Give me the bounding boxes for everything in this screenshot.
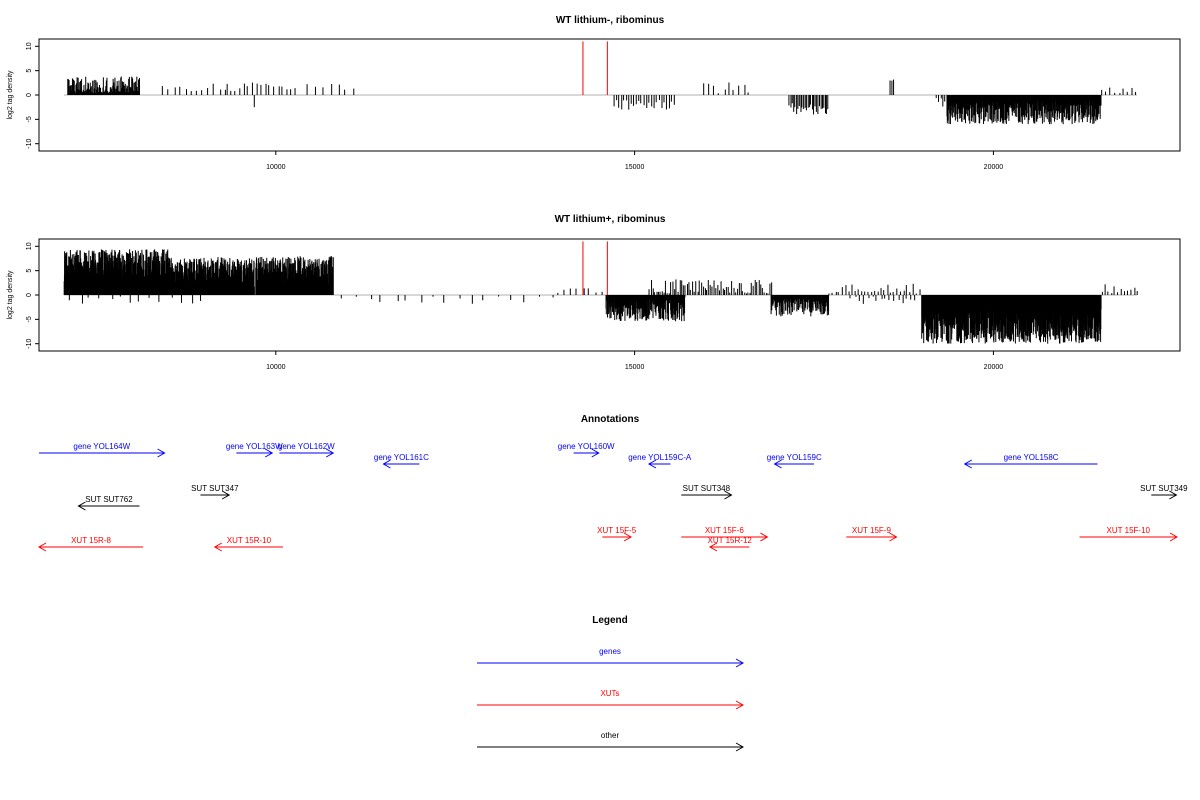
y-tick-label: 5 [26,69,33,73]
feature-label: XUT 15F-10 [1107,526,1151,535]
arrow-head [325,448,335,458]
feature-label: XUT 15F-6 [705,526,745,535]
annotations-title: Annotations [581,414,640,425]
x-tick-label: 20000 [984,164,1004,171]
y-axis-label: log2 tag density [7,70,14,120]
feature-label: gene YOL159C [767,453,822,462]
annotation-feature: XUT 15R-12 [708,536,753,552]
y-tick-label: 0 [26,93,33,97]
arrow-head [735,742,745,752]
annotation-feature: SUT SUT348 [681,484,733,500]
arrow-head [591,448,600,458]
feature-label: XUT 15R-10 [227,536,272,545]
x-tick-label: 10000 [266,364,286,371]
annotation-feature: XUT 15F-9 [846,526,898,542]
signal-bars [67,76,1137,125]
y-tick-label: 10 [26,42,33,50]
legend-item-xut: XUTs [477,689,745,710]
legend-title: Legend [592,615,628,626]
track-panel-lithium-plus: WT lithium+, ribominus log2 tag density … [7,214,1181,371]
legend-label: genes [599,647,621,656]
annotations-track: Annotations gene YOL164W gene YOL163Wgene… [37,414,1188,552]
annotation-feature: gene YOL160W [558,442,615,458]
feature-label: XUT 15R-8 [71,536,111,545]
y-tick-label: -5 [26,316,33,322]
arrow-head [264,448,274,458]
arrow-head [1169,532,1179,542]
arrow-head [37,542,47,552]
x-tick-label: 15000 [625,364,645,371]
x-tick-label: 10000 [266,164,286,171]
plot-area: 10 5 0 -5 -10 10000 15000 20000 [26,238,1181,371]
arrow-head [382,459,391,469]
track-title: WT lithium+, ribominus [555,214,666,225]
feature-label: gene YOL158C [1004,453,1059,462]
legend-items: genes XUTs other [477,647,745,752]
annotation-feature: SUT SUT347 [191,484,239,500]
track-title: WT lithium-, ribominus [556,15,665,26]
feature-label: gene YOL161C [374,453,429,462]
x-tick-label: 15000 [625,164,645,171]
arrow-head [963,459,972,469]
legend-label: XUTs [600,689,619,698]
arrow-head [221,490,231,500]
legend: Legend genes XUTs other [477,615,745,752]
y-tick-label: -10 [26,139,33,149]
arrow-head [760,532,769,542]
feature-label: SUT SUT762 [85,495,133,504]
legend-label: other [601,731,620,740]
annotation-feature: gene YOL159C-A [628,453,692,469]
annotation-feature: gene YOL161C [374,453,429,469]
feature-label: SUT SUT348 [683,484,731,493]
legend-item-other: other [477,731,745,752]
arrow-head [647,459,657,469]
y-tick-label: 10 [26,242,33,250]
feature-label: XUT 15R-12 [708,536,753,545]
y-tick-label: -5 [26,116,33,122]
y-axis-label: log2 tag density [7,270,14,320]
annotation-feature: XUT 15F-6 [681,526,769,542]
feature-label: gene YOL162W [278,442,335,451]
feature-label: SUT SUT349 [1140,484,1188,493]
annotation-feature: XUT 15F-5 [597,526,637,542]
feature-label: gene YOL164W [73,442,130,451]
arrow-head [724,490,733,500]
annotation-feature: gene YOL162W [278,442,335,458]
arrow-head [213,542,223,552]
annotation-feature: XUT 15R-10 [213,536,283,552]
annotation-feature: gene YOL163W [226,442,283,458]
arrow-head [708,542,718,552]
arrow-head [889,532,898,542]
arrow-head [735,658,745,668]
plot-area: 10 5 0 -5 -10 10000 15000 20000 [26,38,1181,171]
arrow-head [1169,490,1178,500]
arrow-head [77,501,86,511]
y-tick-label: -10 [26,339,33,349]
track-panel-lithium-minus: WT lithium-, ribominus log2 tag density … [7,15,1181,171]
feature-label: XUT 15F-9 [852,526,892,535]
arrow-head [157,448,166,458]
annotation-feature: SUT SUT349 [1140,484,1188,500]
y-tick-label: 5 [26,269,33,273]
feature-label: gene YOL163W [226,442,283,451]
y-tick-label: 0 [26,293,33,297]
feature-label: gene YOL160W [558,442,615,451]
annotation-feature: gene YOL158C [963,453,1098,469]
signal-bars [63,249,1138,344]
arrow-head [735,700,745,710]
legend-item-gene: genes [477,647,745,668]
annotation-feature: gene YOL159C [767,453,822,469]
annotation-feature: SUT SUT762 [77,495,140,511]
annotation-feature: gene YOL164W [39,442,166,458]
feature-label: SUT SUT347 [191,484,239,493]
annotation-feature: XUT 15F-10 [1079,526,1179,542]
feature-label: gene YOL159C-A [628,453,692,462]
arrow-head [623,532,633,542]
x-tick-label: 20000 [984,364,1004,371]
arrow-head [773,459,782,469]
annotation-feature: XUT 15R-8 [37,536,144,552]
feature-label: XUT 15F-5 [597,526,637,535]
